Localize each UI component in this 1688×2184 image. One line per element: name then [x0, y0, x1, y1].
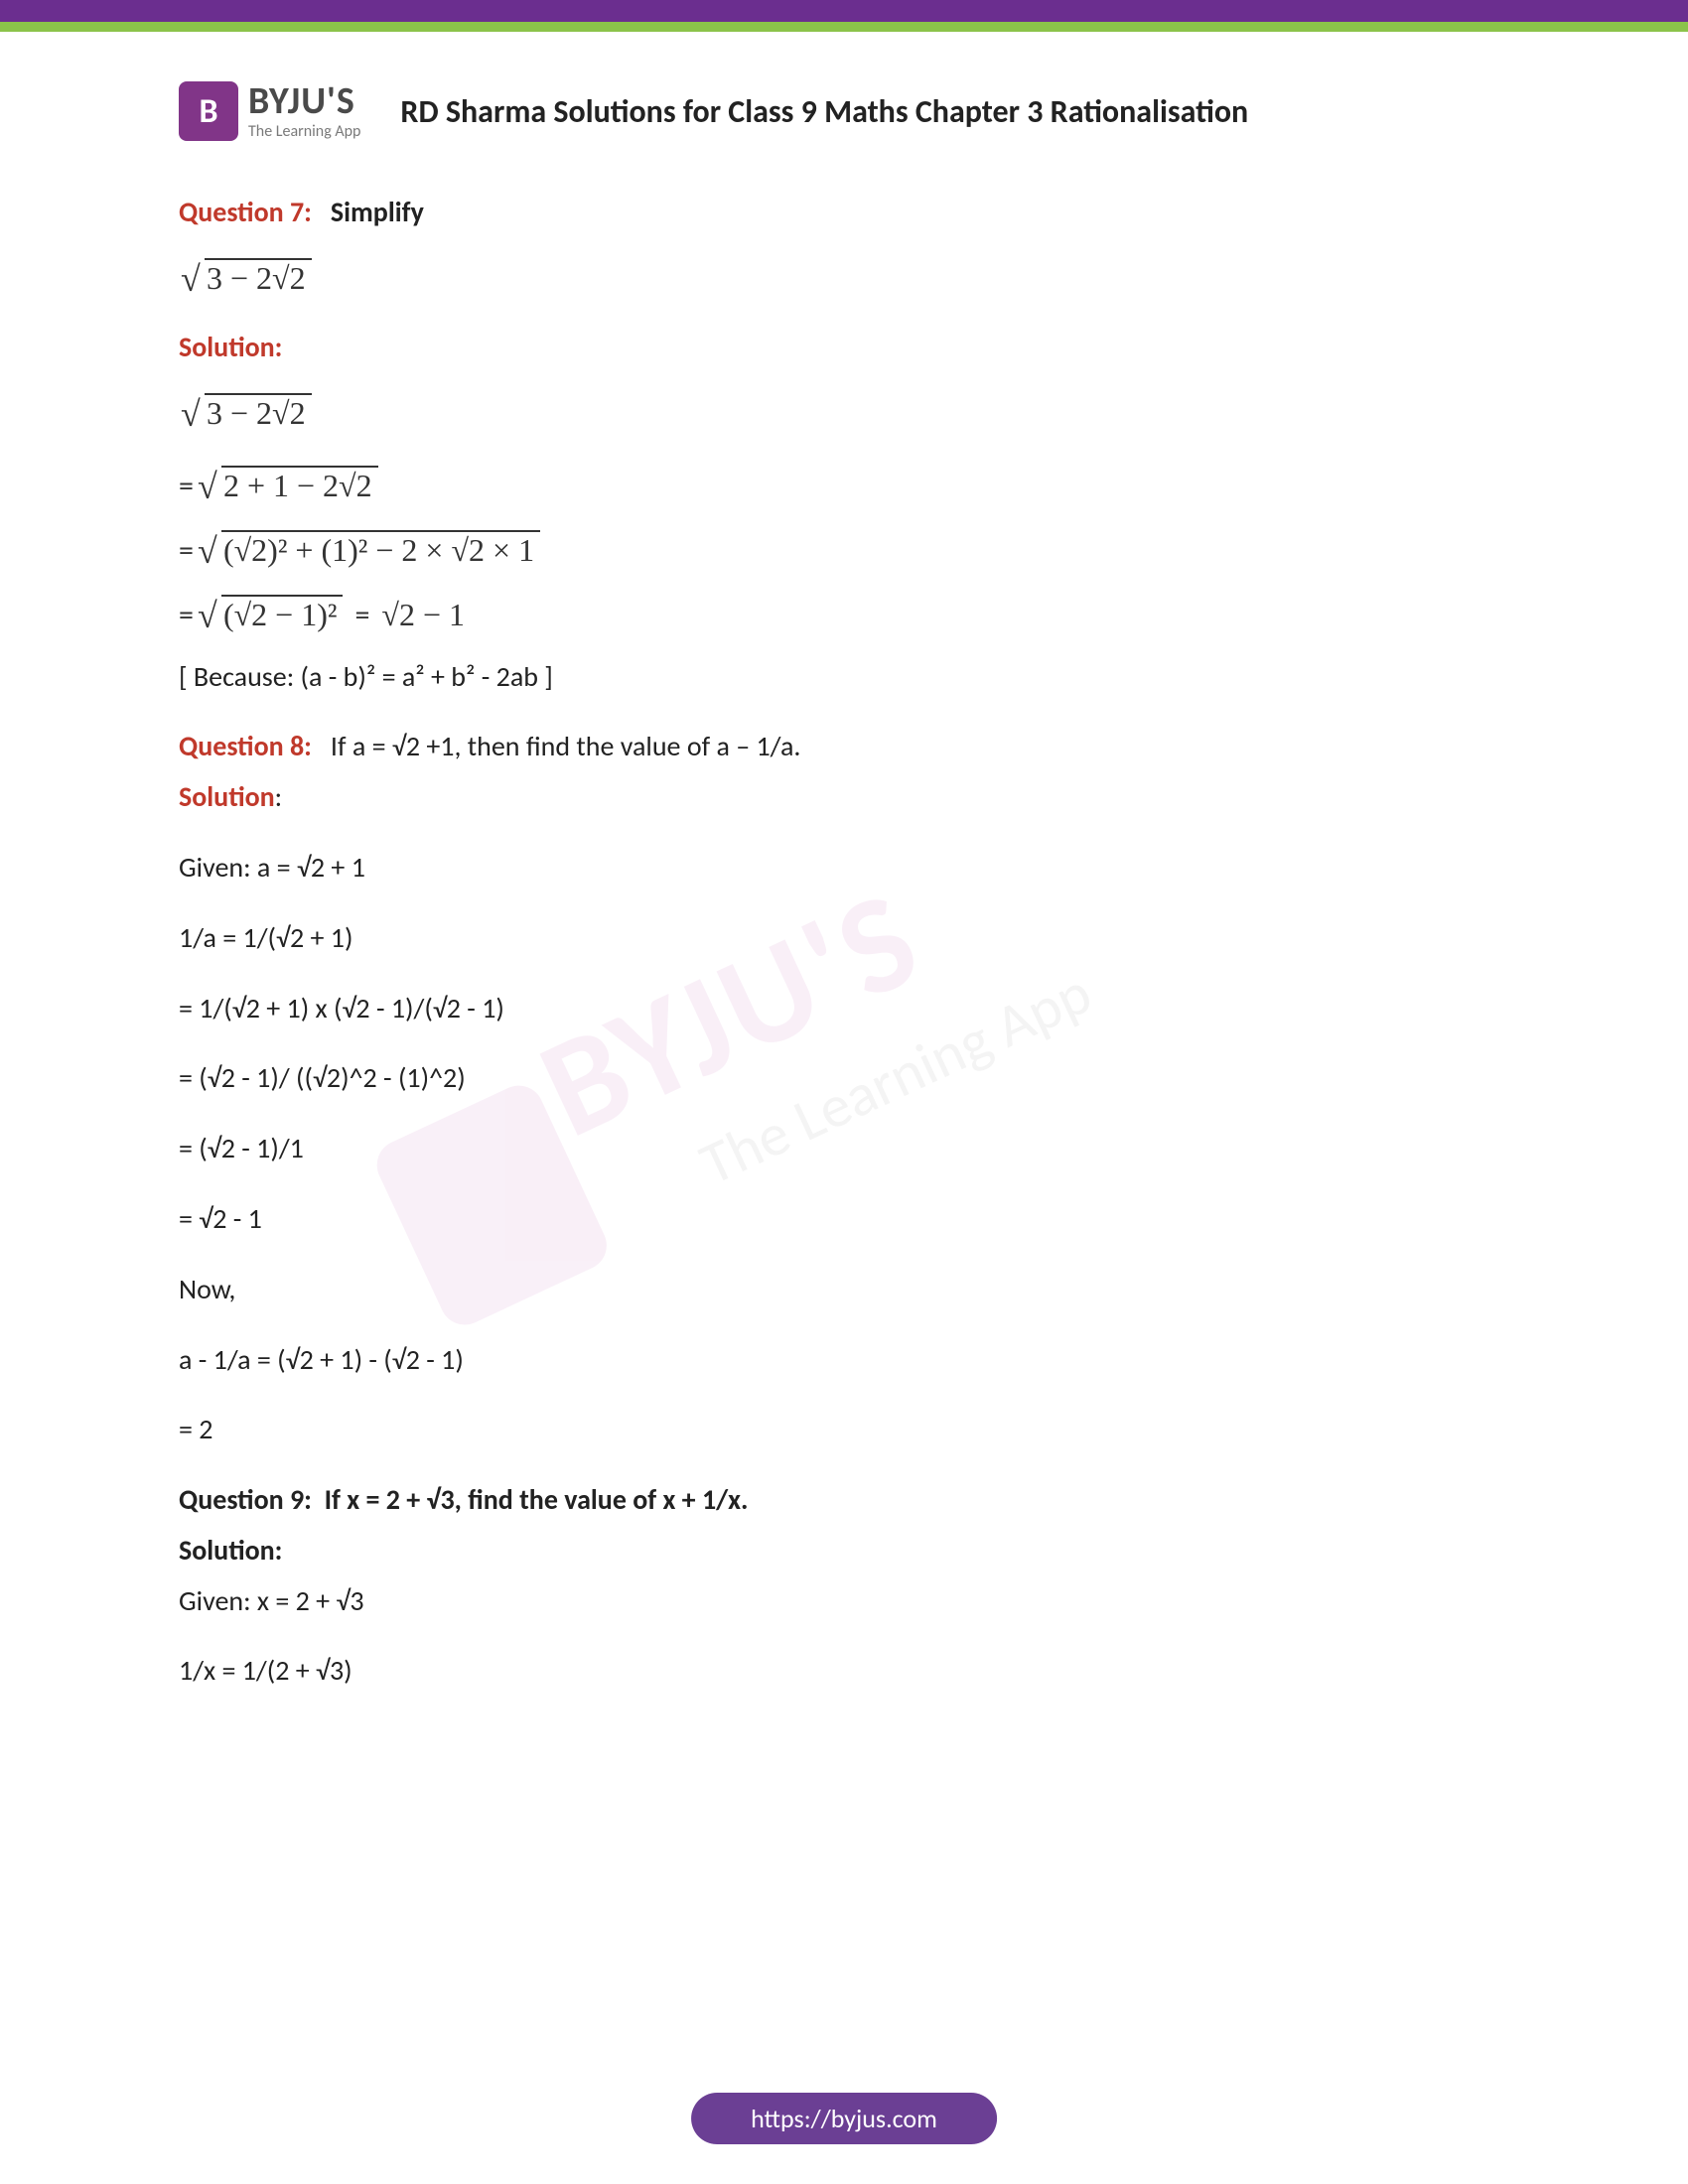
q9-label: Question 9:	[179, 1482, 312, 1517]
top-bar-purple	[0, 0, 1688, 22]
q8-line-4: = (√2 - 1)/1	[179, 1127, 1509, 1171]
q8-line-6: Now,	[179, 1268, 1509, 1312]
q7-step2: = (√2)² + (1)² − 2 × √2 × 1	[179, 525, 1509, 576]
q7-prompt: Simplify	[318, 195, 424, 229]
brand-tagline: The Learning App	[248, 124, 360, 140]
logo-badge-icon: B	[179, 81, 238, 141]
q9-line-0: Given: x = 2 + √3	[179, 1579, 1509, 1624]
q8-line-2: = 1/(√2 + 1) x (√2 - 1)/(√2 - 1)	[179, 987, 1509, 1031]
q9-prompt: If x = 2 + √3, find the value of x + 1/x…	[318, 1482, 748, 1517]
q8-solution-label: Solution:	[179, 775, 1509, 820]
q7-sol-expr: 3 − 2√2	[189, 388, 1509, 439]
q8-line-0: Given: a = √2 + 1	[179, 846, 1509, 890]
q7-expression: 3 − 2√2	[189, 253, 1509, 304]
footer-url: https://byjus.com	[691, 2093, 997, 2144]
q8-line-7: a - 1/a = (√2 + 1) - (√2 - 1)	[179, 1338, 1509, 1383]
q9-line-1: 1/x = 1/(2 + √3)	[179, 1649, 1509, 1694]
page-header: B BYJU'S The Learning App RD Sharma Solu…	[179, 81, 1509, 141]
q9-solution-label: Solution:	[179, 1529, 1509, 1573]
q8-prompt: If a = √2 +1, then find the value of a –…	[318, 729, 800, 763]
top-bar-green	[0, 22, 1688, 32]
q7-label: Question 7:	[179, 195, 312, 229]
q8-line-5: = √2 - 1	[179, 1197, 1509, 1242]
q9-heading: Question 9: If x = 2 + √3, find the valu…	[179, 1478, 1509, 1523]
q7-solution-label: Solution:	[179, 326, 1509, 370]
q7-step1: = 2 + 1 − 2√2	[179, 461, 1509, 511]
q7-identity-note: [ Because: (a - b)² = a² + b² - 2ab ]	[179, 655, 1509, 700]
q8-line-3: = (√2 - 1)/ ((√2)^2 - (1)^2)	[179, 1056, 1509, 1101]
document-title: RD Sharma Solutions for Class 9 Maths Ch…	[400, 92, 1248, 131]
q7-step3: = (√2 − 1)² = √2 − 1	[179, 590, 1509, 640]
q8-heading: Question 8: If a = √2 +1, then find the …	[179, 725, 1509, 769]
brand-name: BYJU'S	[248, 82, 360, 120]
q8-label: Question 8:	[179, 729, 312, 763]
brand-logo: B BYJU'S The Learning App	[179, 81, 360, 141]
q8-line-1: 1/a = 1/(√2 + 1)	[179, 916, 1509, 961]
q7-heading: Question 7: Simplify	[179, 191, 1509, 235]
q8-line-8: = 2	[179, 1408, 1509, 1452]
